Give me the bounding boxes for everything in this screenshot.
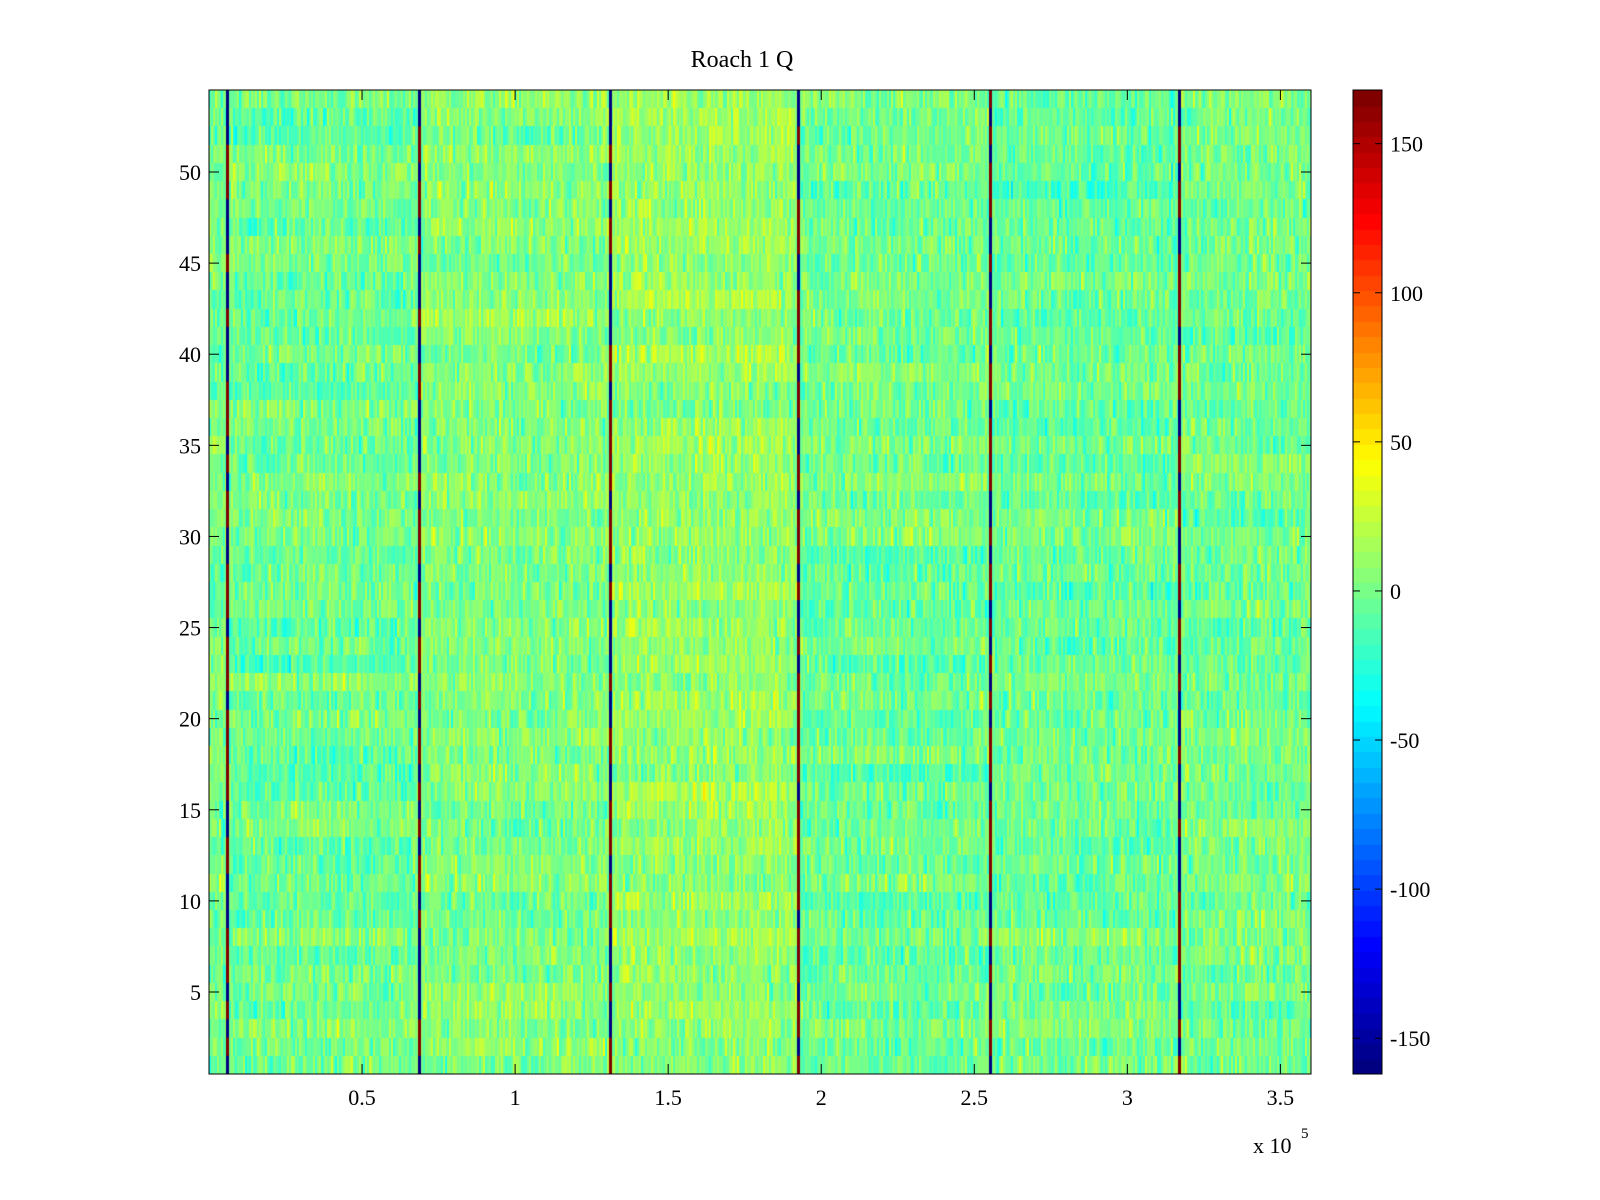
y-axis-ticks: 5 10 15 20 25 30 35 40 45 50 [179,160,1311,1005]
colorbar-tick-label: -100 [1390,877,1430,902]
x-tick-label: 0.5 [348,1085,376,1110]
y-tick-label: 45 [179,251,201,276]
y-tick-label: 50 [179,160,201,185]
y-tick-label: 30 [179,524,201,549]
y-tick-label: 15 [179,798,201,823]
y-tick-label: 25 [179,616,201,641]
chart-title: Roach 1 Q [691,47,794,73]
x-tick-label: 1.5 [654,1085,682,1110]
x-axis-ticks: 0.5 1 1.5 2 2.5 3 3.5 [348,90,1294,1110]
colorbar-tick-label: 150 [1390,132,1423,157]
x-multiplier-exponent: 5 [1301,1126,1309,1142]
x-axis-multiplier: x 10 5 [1253,1126,1309,1158]
x-tick-label: 2 [816,1085,827,1110]
x-tick-label: 3 [1122,1085,1133,1110]
colorbar-frame [1352,89,1383,1075]
y-tick-label: 35 [179,433,201,458]
x-tick-label: 3.5 [1267,1085,1295,1110]
y-tick-label: 40 [179,342,201,367]
x-tick-label: 1 [510,1085,521,1110]
colorbar-tick-label: -50 [1390,728,1419,753]
y-tick-label: 20 [179,707,201,732]
heatmap-cells [209,90,1311,1074]
y-tick-label: 10 [179,889,201,914]
colorbar-tick-label: 0 [1390,579,1401,604]
colorbar-tick-label: -150 [1390,1026,1430,1051]
x-tick-label: 2.5 [961,1085,989,1110]
colorbar-ticks: -150 -100 -50 0 50 100 150 [1353,132,1430,1051]
x-multiplier-base: x 10 [1253,1133,1292,1158]
colorbar-tick-label: 50 [1390,430,1412,455]
colorbar-gradient [1353,90,1382,1074]
colorbar-tick-label: 100 [1390,281,1423,306]
plot-frame [208,89,1312,1075]
y-tick-label: 5 [190,980,201,1005]
